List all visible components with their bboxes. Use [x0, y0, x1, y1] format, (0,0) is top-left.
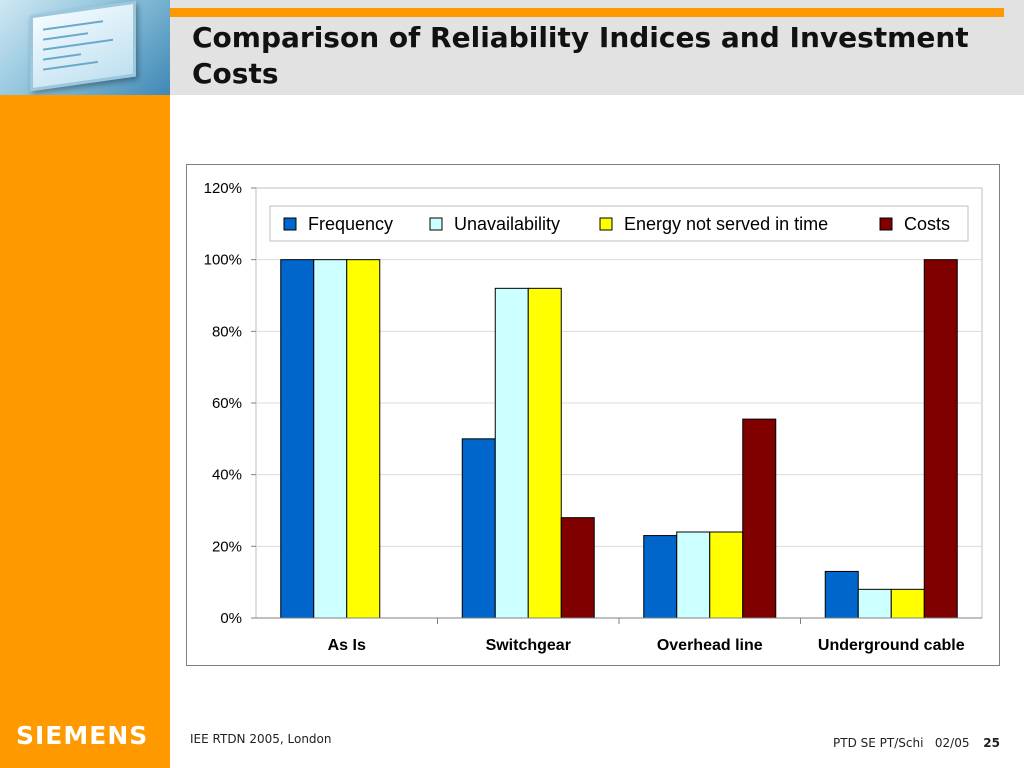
- bar: [857, 588, 892, 619]
- y-tick-label: 0%: [220, 610, 242, 627]
- x-tick-label: Switchgear: [486, 637, 571, 654]
- footer-event: IEE RTDN 2005, London: [190, 732, 332, 746]
- y-tick-label: 100%: [204, 252, 242, 269]
- bar: [923, 259, 958, 619]
- bar: [824, 570, 859, 619]
- y-tick-label: 40%: [212, 467, 242, 484]
- y-tick-label: 20%: [212, 538, 242, 555]
- bar: [742, 418, 777, 619]
- slide-title: Comparison of Reliability Indices and In…: [192, 21, 969, 90]
- legend-swatch: [283, 217, 297, 231]
- y-tick-label: 120%: [204, 180, 242, 197]
- header-image: [0, 0, 170, 95]
- siemens-logo: SIEMENS: [16, 721, 149, 750]
- page-number: 25: [983, 736, 1000, 750]
- bar: [643, 535, 678, 619]
- legend-swatch: [599, 217, 613, 231]
- bar: [280, 259, 315, 619]
- bar: [494, 287, 529, 619]
- bar-chart: 0% 20% 40% 60% 80% 100% 120% As Is Switchgear Ove…: [204, 180, 983, 654]
- bar: [527, 287, 562, 619]
- bar: [709, 531, 744, 619]
- x-tick-label: Underground cable: [818, 637, 965, 654]
- legend-label: Unavailability: [454, 214, 560, 234]
- bar: [346, 259, 381, 619]
- bar: [676, 531, 711, 619]
- y-tick-label: 60%: [212, 395, 242, 412]
- legend-label: Frequency: [308, 214, 393, 234]
- footer-date: 02/05: [934, 736, 970, 750]
- x-tick-label: As Is: [328, 637, 366, 654]
- monitor-icon: [30, 0, 136, 92]
- sidebar: [0, 0, 170, 768]
- legend: [269, 205, 969, 242]
- x-tick-label: Overhead line: [657, 637, 763, 654]
- bar: [560, 517, 595, 619]
- legend-swatch: [429, 217, 443, 231]
- footer-info: PTD SE PT/Schi 02/05 25: [833, 736, 1000, 750]
- accent-line: [170, 8, 1004, 17]
- bar: [461, 438, 496, 619]
- bar: [313, 259, 348, 619]
- bar: [890, 588, 925, 619]
- y-tick-label: 80%: [212, 323, 242, 340]
- legend-swatch: [879, 217, 893, 231]
- legend-label: Costs: [904, 214, 950, 234]
- legend-label: Energy not served in time: [624, 214, 828, 234]
- footer-org: PTD SE PT/Schi: [833, 736, 924, 750]
